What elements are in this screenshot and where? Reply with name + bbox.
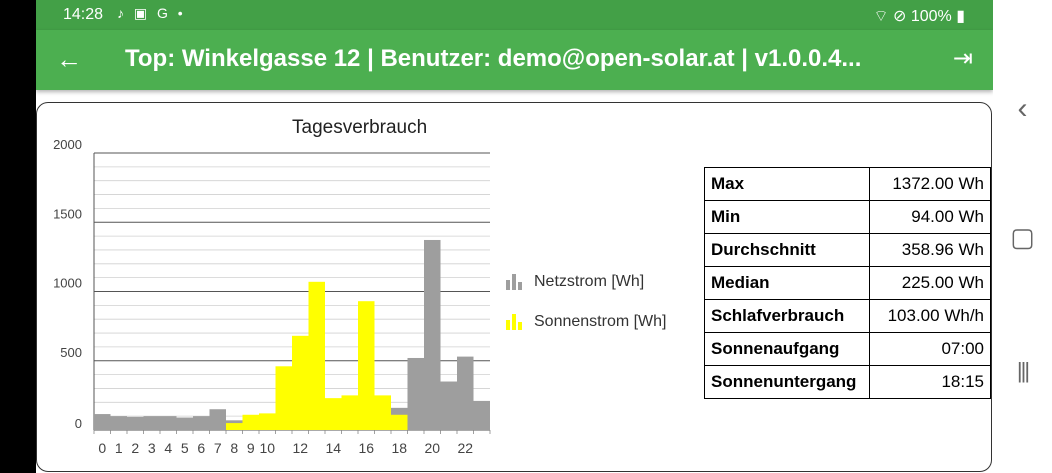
chart-title: Tagesverbrauch [292,117,428,138]
bar-netzstrom [424,239,441,430]
chart-legend: Netzstrom [Wh] Sonnenstrom [Wh] [506,270,667,350]
x-axis-labels: 0 1 2 3 4 5 6 7 8 9 10 12 14 16 18 20 22 [98,440,473,456]
bar-sonnenstrom [341,395,358,430]
y-tick-label: 1500 [53,206,82,221]
x-tick-label: 7 [214,440,222,456]
status-time: 14:28 [63,6,104,23]
stats-value: 103.00 Wh/h [869,299,991,333]
bar-netzstrom [127,416,144,430]
nav-back-icon[interactable]: ‹ [1017,92,1028,125]
bar-netzstrom [209,409,226,430]
stats-row: Sonnenaufgang 07:00 [704,332,991,366]
bar-sonnenstrom [374,395,391,430]
x-tick-label: 9 [247,440,255,456]
back-arrow-icon[interactable]: ← [56,44,82,74]
stats-row: Sonnenuntergang 18:15 [704,365,991,399]
logout-icon[interactable]: ⇥ [952,45,973,72]
bar-sonnenstrom [292,335,309,430]
bar-sonnenstrom [358,301,375,430]
stats-label: Sonnenaufgang [704,332,870,366]
legend-label: Netzstrom [Wh] [534,273,645,290]
legend-item-sonnenstrom: Sonnenstrom [Wh] [506,310,667,334]
bar-sonnenstrom [325,398,342,430]
stats-label: Schlafverbrauch [704,299,870,333]
stats-label: Median [704,266,870,300]
nav-recents-icon[interactable]: ||| [1016,358,1030,383]
bar-netzstrom [176,417,193,430]
stats-label: Sonnenuntergang [704,365,870,399]
x-tick-label: 18 [391,440,407,456]
x-tick-label: 3 [148,440,156,456]
bar-sonnenstrom [308,281,325,430]
x-tick-label: 6 [197,440,205,456]
stats-row: Median 225.00 Wh [704,266,991,300]
legend-item-netzstrom: Netzstrom [Wh] [506,270,667,294]
x-tick-label: 8 [230,440,238,456]
bar-sonnenstrom [226,423,243,430]
stats-label: Durchschnitt [704,233,870,267]
bar-sonnenstrom [391,414,408,430]
x-tick-label: 5 [181,440,189,456]
bar-netzstrom [94,414,111,430]
y-tick-label: 500 [60,345,82,360]
bar-netzstrom [473,400,490,430]
stats-value: 07:00 [869,332,991,366]
stats-value: 18:15 [869,365,991,399]
y-tick-label: 0 [75,416,82,431]
bar-netzstrom [457,356,474,430]
stats-value: 94.00 Wh [869,200,991,234]
app-screen: 14:28 ♪ ▣ G • ⌔ ⊘ 100% ▮ ← Top: Winkelga… [36,0,993,473]
x-tick-label: 14 [325,440,341,456]
stats-row: Schlafverbrauch 103.00 Wh/h [704,299,991,333]
stats-label: Max [704,167,870,201]
bar-sonnenstrom [275,366,292,430]
bar-netzstrom [110,416,127,430]
bar-chart-icon [506,314,524,330]
bar-netzstrom [193,416,210,430]
x-tick-label: 22 [457,440,473,456]
status-right: ⌔ ⊘ 100% ▮ [873,8,965,25]
stats-value: 225.00 Wh [869,266,991,300]
stats-label: Min [704,200,870,234]
status-bar: 14:28 ♪ ▣ G • ⌔ ⊘ 100% ▮ [36,0,993,30]
bar-netzstrom [440,381,457,430]
x-tick-label: 10 [259,440,275,456]
y-axis-labels: 2000 1500 1000 500 0 [53,137,82,431]
bar-sonnenstrom [242,414,259,430]
bar-netzstrom [143,416,160,430]
x-tick-label: 1 [115,440,123,456]
y-tick-label: 2000 [53,137,82,152]
app-bar: ← Top: Winkelgasse 12 | Benutzer: demo@o… [36,30,993,90]
x-tick-label: 20 [424,440,440,456]
stats-row: Max 1372.00 Wh [704,167,991,201]
stats-row: Min 94.00 Wh [704,200,991,234]
stats-value: 1372.00 Wh [869,167,991,201]
x-tick-label: 12 [292,440,308,456]
bar-sonnenstrom [259,413,276,430]
stats-value: 358.96 Wh [869,233,991,267]
x-tick-label: 16 [358,440,374,456]
stats-row: Durchschnitt 358.96 Wh [704,233,991,267]
x-tick-label: 0 [98,440,106,456]
y-tick-label: 1000 [53,276,82,291]
bar-chart-icon [506,274,524,290]
nav-home-icon[interactable]: ▢ [1010,222,1035,252]
bar-netzstrom [407,357,424,430]
x-tick-label: 4 [164,440,172,456]
bar-netzstrom [160,416,177,430]
x-tick-label: 2 [131,440,139,456]
stats-table: Max 1372.00 Wh Min 94.00 Wh Durchschnitt 358.… [704,167,991,399]
system-nav-bar: ‹ ▢ ||| [993,0,1052,473]
legend-label: Sonnenstrom [Wh] [534,313,667,330]
chart-bars [94,239,490,430]
app-title: Top: Winkelgasse 12 | Benutzer: demo@ope… [125,45,862,72]
notification-icons: ♪ ▣ G • [117,5,186,21]
